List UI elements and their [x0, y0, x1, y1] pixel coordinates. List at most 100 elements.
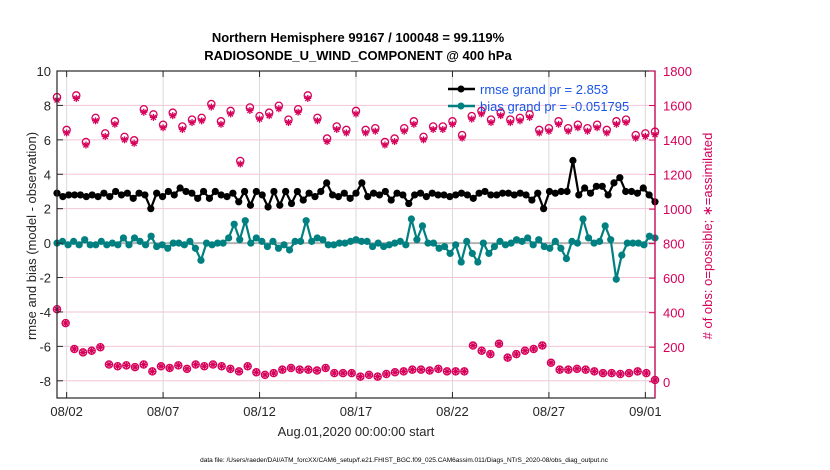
x-axis-label: Aug.01,2020 00:00:00 start — [278, 424, 435, 439]
obs-assimilated-marker-overlay — [323, 138, 331, 146]
obs-possible-low-point — [200, 361, 209, 371]
obs-possible-low-point — [148, 367, 157, 376]
star-stroke — [539, 342, 546, 349]
bias-point — [241, 217, 249, 225]
star-stroke — [497, 112, 504, 119]
rmse-point — [147, 205, 155, 213]
obs-possible-low-point — [581, 365, 590, 374]
obs-assimilated-marker-overlay — [159, 124, 167, 132]
obs-possible-low-point — [304, 365, 313, 374]
obs-possible-low-point — [598, 368, 608, 378]
bias-point — [319, 236, 327, 244]
obs-assimilated-point — [235, 367, 243, 375]
star-stroke — [279, 366, 286, 373]
star-stroke — [391, 138, 398, 145]
obs-possible-low-point — [390, 368, 400, 377]
bias-point — [280, 241, 288, 249]
bias-point — [380, 242, 388, 251]
bias-point — [147, 232, 155, 240]
x-tick-label: 09/01 — [629, 404, 662, 419]
rmse-point — [563, 187, 571, 196]
obs-possible-low-point — [382, 369, 391, 379]
obs-assimilated-marker-overlay — [391, 138, 399, 146]
star-stroke — [643, 370, 650, 377]
obs-possible-low-point — [555, 365, 564, 374]
rmse-point — [375, 191, 384, 199]
star-stroke — [270, 370, 277, 377]
rmse-point — [323, 179, 331, 187]
star-stroke — [132, 364, 138, 371]
bias-point — [623, 239, 631, 247]
obs-assimilated-marker-overlay — [448, 120, 456, 128]
bias-point — [169, 239, 177, 247]
rmse-point — [575, 191, 583, 199]
star-stroke — [362, 129, 369, 136]
obs-assimilated-point — [417, 366, 425, 374]
rmse-point — [504, 189, 513, 197]
obs-assimilated-point — [564, 366, 572, 374]
star-stroke — [478, 347, 485, 354]
bias-point — [103, 241, 111, 249]
star-stroke — [430, 126, 437, 133]
obs-assimilated-marker-overlay — [564, 127, 572, 135]
star-stroke — [256, 116, 263, 123]
obs-assimilated-point — [96, 343, 104, 351]
rmse-point — [610, 179, 618, 187]
y2-tick-label: 200 — [663, 340, 685, 355]
obs-assimilated-marker-overlay — [275, 105, 283, 113]
rmse-point — [586, 189, 595, 197]
star-stroke — [444, 368, 450, 375]
rmse-point — [627, 187, 636, 196]
star-stroke — [555, 121, 562, 128]
rmse-point — [452, 191, 460, 199]
obs-assimilated-point — [616, 370, 624, 378]
star-stroke — [591, 368, 598, 375]
obs-assimilated-point — [322, 364, 330, 372]
bias-point — [501, 241, 510, 249]
star-stroke — [324, 138, 330, 145]
bias-point — [402, 241, 410, 249]
star-stroke — [275, 105, 282, 112]
bias-point — [584, 234, 593, 242]
star-stroke — [409, 366, 416, 373]
obs-possible-low-point — [208, 360, 218, 369]
rmse-point — [170, 191, 178, 199]
star-stroke — [121, 136, 128, 143]
obs-possible-low-point — [564, 365, 573, 374]
obs-possible-low-point — [520, 346, 530, 355]
legend-label-rmse: rmse grand pr = 2.853 — [480, 82, 608, 97]
obs-possible-low-point — [96, 342, 105, 352]
bias-point — [330, 241, 338, 249]
obs-assimilated-point — [114, 362, 122, 370]
bias-point — [429, 239, 438, 247]
x-tick-label: 08/02 — [50, 404, 83, 419]
obs-possible-low-point — [156, 361, 166, 371]
y-tick-label: -6 — [39, 339, 51, 354]
obs-assimilated-marker-overlay — [429, 125, 437, 133]
obs-assimilated-marker-overlay — [284, 119, 292, 127]
obs-assimilated-marker-overlay — [574, 124, 582, 132]
star-stroke — [348, 370, 355, 377]
obs-possible-low-point — [260, 370, 270, 380]
rmse-point — [76, 191, 85, 199]
legend-marker-rmse — [457, 85, 465, 93]
star-stroke — [478, 111, 485, 117]
obs-assimilated-marker-overlay — [140, 108, 148, 116]
star-stroke — [131, 140, 138, 147]
obs-possible-low-point — [633, 367, 642, 376]
star-stroke — [504, 354, 511, 361]
rmse-point — [604, 191, 612, 199]
star-stroke — [88, 347, 95, 354]
obs-possible-low-point — [130, 362, 140, 372]
obs-assimilated-marker-overlay — [622, 119, 630, 127]
obs-assimilated-marker-overlay — [458, 134, 466, 142]
obs-possible-low-point — [642, 368, 651, 378]
star-stroke — [603, 129, 610, 136]
y-tick-label: 4 — [44, 167, 51, 182]
obs-possible-low-point — [174, 361, 183, 370]
obs-possible-low-point — [295, 365, 304, 374]
obs-assimilated-point — [400, 367, 408, 375]
rmse-point — [112, 187, 120, 196]
star-stroke — [526, 114, 533, 121]
rmse-point — [340, 189, 348, 197]
